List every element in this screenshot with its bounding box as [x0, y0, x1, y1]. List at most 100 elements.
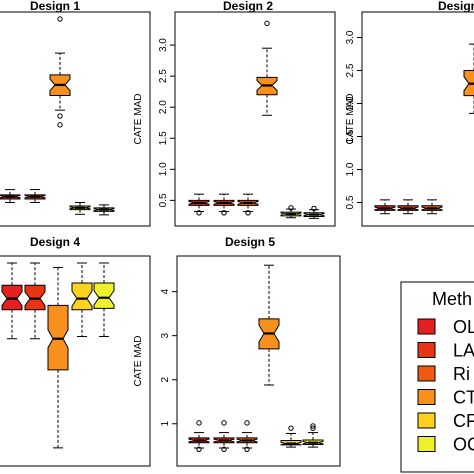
legend-frame [400, 281, 474, 473]
outlier-point [244, 420, 250, 426]
legend-entry-OC1: OC [417, 435, 474, 455]
outlier-point [311, 205, 317, 212]
legend-label: Ri [453, 364, 470, 384]
panel-3: Design 3 CATE MAD 0.5 1.0 1.5 2.0 2.5 3.0 [345, 0, 474, 227]
box-OC2 [93, 204, 115, 216]
outlier-point [196, 210, 202, 216]
box-body [71, 282, 93, 311]
legend-swatch [417, 318, 436, 335]
legend-label: CT [453, 388, 474, 408]
y-tick-label: 2.5 [345, 63, 356, 77]
y-tick-label: 1.0 [345, 162, 356, 176]
panel-title: Design 2 [223, 0, 273, 13]
panel-title: Design 5 [225, 235, 275, 249]
box-OLS [1, 262, 23, 340]
legend-entry-Ridge: Ri [417, 364, 470, 384]
plot-frame [176, 255, 341, 467]
legend-swatch [417, 365, 436, 382]
legend-entry-LASSO: LA [417, 341, 474, 361]
y-tick-label: 2.5 [158, 69, 169, 83]
outlier-point [288, 425, 294, 431]
legend-swatch [417, 389, 436, 405]
box-CT [49, 16, 71, 128]
legend-swatch [417, 436, 436, 452]
outlier-point [196, 420, 202, 426]
legend-label: OC [453, 435, 474, 455]
plot-frame [0, 255, 151, 467]
legend-entry-CT: CT [417, 388, 474, 408]
box-OLS [188, 420, 210, 453]
box-CT [47, 266, 69, 449]
legend: Meth OL LA Ri CT CF OC [400, 281, 474, 473]
plot-frame [0, 11, 151, 227]
box-OC2 [303, 205, 325, 219]
box-OC1 [93, 262, 115, 337]
legend-label: CF [453, 411, 474, 431]
panel-5: Design 5 CATE MAD 1 2 3 4 [133, 235, 341, 467]
outlier-point [57, 113, 63, 119]
plot-frame [174, 11, 336, 227]
outlier-point [288, 205, 294, 211]
box-body [1, 284, 23, 311]
y-tick-label: 3.0 [158, 38, 169, 52]
box-LASSO [213, 193, 235, 216]
outlier-point [57, 122, 63, 128]
box-OC1 [280, 205, 302, 219]
y-tick-label: 0.5 [158, 193, 169, 207]
outlier-point [310, 423, 316, 429]
y-tick-label: 2.0 [345, 96, 356, 110]
outlier-point [244, 446, 250, 453]
y-tick-label: 4 [160, 288, 171, 294]
y-axis-label: CATE MAD [133, 336, 144, 387]
outlier-point [221, 446, 227, 453]
outlier-point [221, 210, 227, 216]
panel-title: Design 4 [30, 235, 80, 249]
box-body [93, 282, 115, 309]
y-tick-label: 3.0 [345, 30, 356, 44]
box-Ridge [421, 199, 443, 215]
box-CF [71, 262, 93, 337]
y-tick-label: 1.5 [158, 131, 169, 145]
box-LASSO [213, 420, 235, 453]
legend-entry-CF: CF [417, 411, 474, 431]
box-LASSO [24, 262, 46, 340]
box-CT [463, 43, 474, 114]
panel-1: Design 1 [0, 0, 151, 227]
outlier-point [221, 420, 227, 426]
y-tick-label: 2 [160, 377, 171, 383]
legend-entry-OLS: OL [417, 317, 474, 337]
y-axis-label: CATE MAD [133, 94, 144, 145]
panel-title: Design 3 [438, 0, 474, 13]
outlier-point [245, 210, 251, 216]
y-tick-label: 0.5 [345, 195, 356, 209]
legend-title: Meth [432, 289, 472, 309]
box-LASSO [397, 199, 419, 215]
y-tick-label: 1.5 [345, 129, 356, 143]
y-tick-label: 1 [160, 421, 171, 427]
box-CT [258, 264, 280, 386]
box-OC1 [69, 202, 91, 215]
panel-title: Design 1 [30, 0, 80, 13]
plot-frame [361, 11, 474, 227]
box-CT [256, 20, 278, 116]
box-OLS [0, 189, 21, 204]
legend-label: LA [453, 341, 474, 361]
box-OLS [188, 193, 210, 216]
legend-label: OL [453, 317, 474, 337]
panel-2: Design 2 CATE MAD 0.5 1.0 1.5 2.0 2.5 3.0 [133, 0, 336, 227]
legend-swatch [417, 412, 436, 429]
y-tick-label: 3 [160, 332, 171, 338]
y-tick-label: 1.0 [158, 162, 169, 176]
box-Ridge [237, 193, 259, 216]
box-Ridge [236, 420, 258, 453]
box-body [24, 284, 46, 311]
outlier-point [196, 446, 202, 453]
box-LASSO [24, 189, 46, 204]
box-OLS [374, 199, 396, 215]
box-CF [280, 425, 302, 448]
y-axis-label: CATE MAD [345, 94, 356, 145]
legend-swatch [417, 342, 436, 358]
box-body [47, 304, 69, 371]
y-tick-label: 2.0 [158, 100, 169, 114]
